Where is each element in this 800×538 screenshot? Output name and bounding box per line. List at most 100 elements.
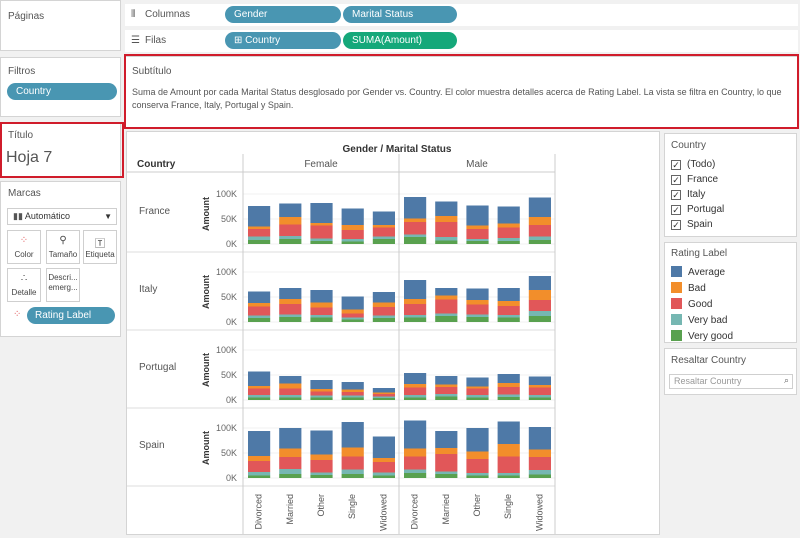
bar-segment xyxy=(466,386,489,389)
bar-segment xyxy=(372,392,395,394)
columns-shelf[interactable]: ⦀ Columnas Gender Marital Status xyxy=(125,4,798,26)
title-card-label: Título xyxy=(8,130,34,141)
bar-segment xyxy=(279,469,302,474)
mark-type-select[interactable]: ▮▮ Automático ▼ xyxy=(7,208,117,225)
bar-segment xyxy=(497,317,520,322)
marks-title: Marcas xyxy=(8,188,41,199)
rows-icon: ☰ xyxy=(131,35,140,46)
checkbox-icon: ✓ xyxy=(671,205,681,215)
bar-segment xyxy=(372,436,395,458)
marital-status-pill[interactable]: Marital Status xyxy=(343,6,457,23)
bar-segment xyxy=(341,309,364,314)
bar-segment xyxy=(497,456,520,473)
sum-amount-pill[interactable]: SUMA(Amount) xyxy=(343,32,457,49)
category-label: Other xyxy=(316,494,326,517)
bar-segment xyxy=(279,448,302,457)
bar-segment xyxy=(497,394,520,397)
bar-segment xyxy=(248,318,271,322)
legend-swatch xyxy=(671,330,682,341)
bar-segment xyxy=(372,388,395,393)
bar-segment xyxy=(248,236,271,240)
bar-segment xyxy=(466,397,489,400)
bar-segment xyxy=(497,473,520,476)
text-icon: 🅃 xyxy=(95,239,105,250)
pages-card: Páginas xyxy=(0,0,121,51)
bar-segment xyxy=(528,311,551,316)
bar-segment xyxy=(466,241,489,244)
bar-segment xyxy=(497,227,520,238)
bar-segment xyxy=(341,397,364,400)
gender-pill[interactable]: Gender xyxy=(225,6,341,23)
bar-segment xyxy=(341,395,364,398)
y-tick-label: 50K xyxy=(221,448,237,458)
legend-item-good[interactable]: Good xyxy=(671,298,712,310)
legend-item-very-good[interactable]: Very good xyxy=(671,330,733,342)
filter-item-portugal[interactable]: ✓ Portugal xyxy=(671,204,724,215)
highlight-search-input[interactable]: Resaltar Country ⌕ xyxy=(669,374,793,389)
legend-item-bad[interactable]: Bad xyxy=(671,282,706,294)
bar-segment xyxy=(528,316,551,322)
bar-segment xyxy=(341,319,364,322)
y-tick-label: 50K xyxy=(221,370,237,380)
bar-segment xyxy=(310,317,333,322)
bar-segment xyxy=(248,461,271,472)
title-highlight-box xyxy=(0,122,124,178)
filter-item-spain[interactable]: ✓ Spain xyxy=(671,219,713,230)
bar-segment xyxy=(528,470,551,475)
filter-item-france[interactable]: ✓ France xyxy=(671,174,718,185)
bar-segment xyxy=(279,397,302,400)
label-button[interactable]: 🅃 Etiqueta xyxy=(83,230,117,264)
subtitle-text: Suma de Amount por cada Marital Status d… xyxy=(132,87,782,110)
bar-segment xyxy=(466,314,489,317)
bar-segment xyxy=(341,382,364,390)
country-filter-pill[interactable]: Country xyxy=(7,83,117,100)
bar-segment xyxy=(466,229,489,239)
title-card[interactable]: Título Hoja 7 xyxy=(0,122,121,177)
country-pill[interactable]: ⊞ Country xyxy=(225,32,341,49)
axis-label-amount: Amount xyxy=(201,431,211,465)
bar-segment xyxy=(372,475,395,478)
bar-segment xyxy=(528,397,551,400)
color-button[interactable]: ⁘ Color xyxy=(7,230,41,264)
tooltip-button[interactable]: Descri... emerg... xyxy=(46,268,80,302)
size-button[interactable]: ⚲ Tamaño xyxy=(46,230,80,264)
bar-segment xyxy=(310,203,333,223)
bar-segment xyxy=(372,307,395,316)
bar-segment xyxy=(497,444,520,457)
filter-item-italy[interactable]: ✓ Italy xyxy=(671,189,705,200)
bar-segment xyxy=(310,397,333,400)
rows-label: Filas xyxy=(145,35,167,46)
bar-segment xyxy=(310,475,333,478)
axis-label-amount: Amount xyxy=(201,353,211,387)
bar-segment xyxy=(248,291,271,303)
axis-label-amount: Amount xyxy=(201,275,211,309)
rating-label-pill[interactable]: Rating Label xyxy=(27,307,115,324)
bar-segment xyxy=(310,290,333,303)
rows-shelf[interactable]: ☰ Filas ⊞ Country SUMA(Amount) xyxy=(125,30,798,52)
detail-button[interactable]: ∴ Detalle xyxy=(7,268,41,302)
bar-segment xyxy=(279,288,302,299)
bar-segment xyxy=(372,462,395,473)
bar-segment xyxy=(279,239,302,244)
bar-segment xyxy=(466,239,489,241)
bar-segment xyxy=(497,374,520,383)
bar-segment xyxy=(248,229,271,237)
legend-item-very-bad[interactable]: Very bad xyxy=(671,314,727,326)
bar-segment xyxy=(404,397,427,400)
country-label: Portugal xyxy=(139,362,176,373)
bar-segment xyxy=(372,302,395,307)
filter-item-all[interactable]: ✓ (Todo) xyxy=(671,159,715,170)
bar-segment xyxy=(497,301,520,306)
bar-segment xyxy=(279,388,302,395)
bar-segment xyxy=(248,371,271,386)
bar-segment xyxy=(341,241,364,244)
bar-segment xyxy=(404,280,427,299)
bar-segment xyxy=(310,223,333,226)
highlight-placeholder: Resaltar Country xyxy=(674,376,742,386)
bar-segment xyxy=(341,469,364,474)
legend-item-average[interactable]: Average xyxy=(671,266,725,278)
bar-segment xyxy=(497,315,520,318)
bar-segment xyxy=(372,236,395,239)
bar-segment xyxy=(435,384,458,387)
bar-segment xyxy=(435,240,458,244)
